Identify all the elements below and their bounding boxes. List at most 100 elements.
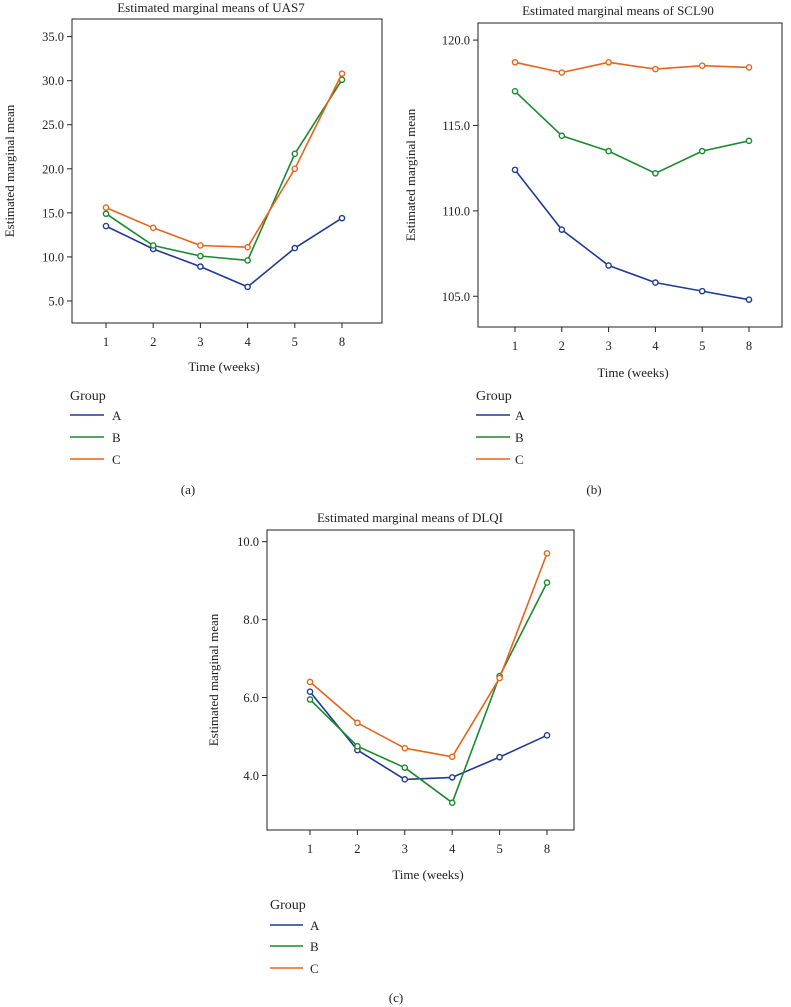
data-point-b	[149, 242, 157, 249]
y-axis-label: Estimated marginal mean	[403, 108, 418, 241]
y-tick-label: 10.0	[237, 535, 259, 549]
legend: Group A B C	[270, 898, 320, 976]
data-point-c	[244, 243, 251, 251]
data-point-a	[338, 214, 346, 222]
data-point-b	[511, 88, 519, 95]
x-tick-label: 1	[512, 339, 518, 353]
legend-label-a: A	[310, 918, 320, 933]
x-tick-label: 4	[449, 842, 456, 856]
x-tick-label: 1	[103, 335, 109, 349]
data-point-a	[197, 263, 204, 270]
legend-label-c: C	[112, 452, 121, 467]
data-point-b	[401, 764, 409, 771]
y-tick-label: 5.0	[48, 294, 64, 308]
x-tick-label: 2	[150, 335, 156, 349]
data-point-b	[745, 137, 753, 145]
y-axis: 5.0 10.0 15.0 20.0 25.0 30.0 35.0	[42, 30, 72, 308]
data-point-c	[354, 719, 361, 727]
data-point-a	[652, 279, 659, 286]
y-axis-label: Estimated marginal mean	[2, 104, 17, 237]
panel-label: (c)	[389, 990, 403, 1005]
legend-label-b: B	[310, 939, 319, 954]
legend-item-a: A	[476, 408, 525, 423]
x-tick-label: 8	[339, 335, 345, 349]
data-point-a	[543, 732, 551, 739]
legend-item-b: B	[270, 939, 319, 954]
data-point-a	[605, 262, 612, 269]
data-point-a	[102, 222, 110, 230]
plot-frame	[71, 18, 383, 324]
x-axis: 1 2 3 4 5 8	[103, 323, 345, 349]
data-point-b	[291, 150, 299, 158]
data-point-c	[496, 674, 503, 682]
data-point-a	[306, 688, 314, 695]
x-tick-label: 3	[605, 339, 611, 353]
legend: Group A B C	[70, 389, 122, 467]
y-tick-label: 8.0	[243, 613, 259, 627]
data-point-c	[605, 58, 612, 66]
x-tick-label: 2	[559, 339, 565, 353]
x-axis-label: Time (weeks)	[392, 867, 463, 882]
series-layer	[511, 58, 753, 303]
legend-item-c: C	[476, 452, 524, 467]
y-axis: 4.0 6.0 8.0 10.0	[237, 535, 267, 783]
plot-frame	[266, 529, 575, 831]
y-tick-label: 115.0	[442, 119, 470, 133]
legend-label-c: C	[310, 961, 319, 976]
chart-title: Estimated marginal means of SCL90	[522, 3, 714, 18]
y-axis-label: Estimated marginal mean	[206, 613, 221, 746]
y-tick-label: 20.0	[42, 162, 64, 176]
series-line-a	[514, 169, 750, 301]
x-axis-label: Time (weeks)	[597, 365, 668, 380]
data-point-c	[698, 62, 706, 69]
series-line-b	[514, 90, 750, 175]
chart-title: Estimated marginal means of UAS7	[117, 0, 305, 15]
data-point-c	[745, 64, 753, 71]
y-tick-label: 25.0	[42, 118, 64, 132]
legend-label-c: C	[515, 452, 524, 467]
data-point-c	[448, 753, 456, 761]
data-point-b	[102, 210, 110, 218]
x-tick-label: 4	[244, 335, 251, 349]
data-point-b	[448, 799, 456, 807]
x-axis: 1 2 3 4 5 8	[307, 830, 550, 856]
legend-item-c: C	[270, 961, 319, 976]
series-line-b	[309, 582, 548, 804]
legend-title: Group	[70, 389, 106, 404]
series-line-b	[105, 79, 343, 262]
data-point-c	[149, 224, 157, 232]
x-tick-label: 4	[652, 339, 659, 353]
legend-title: Group	[270, 898, 306, 913]
data-point-c	[338, 70, 346, 77]
x-tick-label: 8	[544, 842, 550, 856]
data-point-b	[652, 169, 659, 177]
data-point-c	[306, 678, 314, 686]
legend: Group A B C	[476, 389, 525, 467]
panel-label: (b)	[586, 482, 601, 497]
data-point-c	[102, 204, 110, 211]
data-point-b	[306, 696, 314, 703]
y-tick-label: 6.0	[243, 691, 259, 705]
plot-frame	[477, 22, 783, 328]
data-point-b	[197, 252, 204, 260]
panel-c-dlqi: Estimated marginal means of DLQI 4.0 6.0 8…	[206, 510, 575, 1005]
panel-b-scl90: Estimated marginal means of SCL90 105.01…	[403, 3, 783, 497]
data-point-a	[745, 296, 753, 303]
y-tick-label: 30.0	[42, 74, 64, 88]
y-tick-label: 15.0	[42, 206, 64, 220]
data-point-a	[244, 283, 251, 291]
x-tick-label: 8	[746, 339, 752, 353]
series-line-a	[309, 691, 548, 781]
data-point-b	[543, 579, 551, 586]
legend-item-c: C	[70, 452, 121, 467]
data-point-c	[543, 550, 551, 557]
legend-label-b: B	[515, 430, 524, 445]
legend-item-b: B	[476, 430, 524, 445]
series-layer	[102, 70, 346, 291]
y-tick-label: 35.0	[42, 30, 64, 44]
x-tick-label: 3	[402, 842, 408, 856]
y-tick-label: 120.0	[442, 34, 470, 48]
data-point-a	[511, 166, 519, 174]
x-axis-label: Time (weeks)	[188, 359, 259, 374]
data-point-b	[698, 147, 706, 155]
